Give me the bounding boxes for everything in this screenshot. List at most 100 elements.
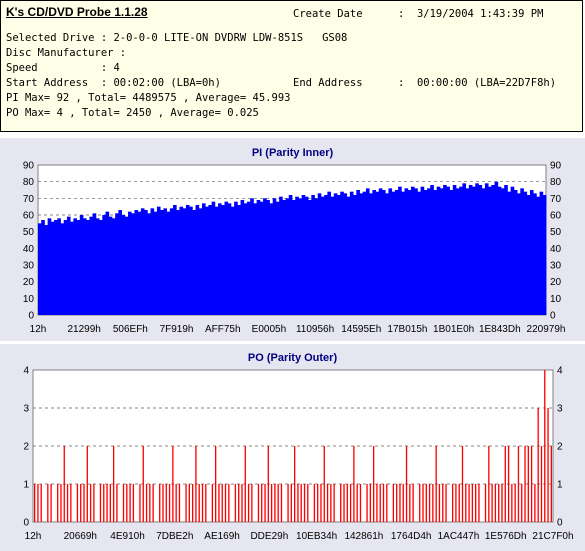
po-chart-panel: PO (Parity Outer) 0 0 1 1 2 2 3 3 4 4 12h 20669h 4E91… bbox=[0, 344, 585, 551]
po-bar bbox=[142, 446, 144, 522]
pi-x-tick: 1E843Dh bbox=[479, 324, 521, 335]
po-bar bbox=[267, 446, 269, 522]
pi-bar bbox=[369, 193, 373, 315]
po-bar bbox=[185, 484, 187, 522]
pi-bar bbox=[269, 203, 274, 315]
po-bar bbox=[537, 408, 539, 522]
pi-bar bbox=[237, 205, 241, 315]
pi-bar bbox=[417, 191, 422, 315]
po-bar bbox=[112, 446, 115, 522]
po-bar bbox=[221, 484, 223, 522]
pi-bar bbox=[240, 200, 245, 315]
pi-bar bbox=[439, 188, 444, 315]
po-bar bbox=[132, 484, 135, 522]
pi-bar bbox=[320, 196, 325, 315]
pi-bar bbox=[388, 188, 393, 315]
pi-bar bbox=[99, 220, 103, 315]
pi-bar bbox=[195, 205, 200, 315]
po-bar bbox=[405, 446, 408, 522]
po-bar bbox=[379, 484, 381, 522]
pi-bar bbox=[526, 195, 531, 315]
po-bar bbox=[320, 484, 322, 522]
pi-y-tick-right: 90 bbox=[550, 161, 562, 172]
pi-bar bbox=[275, 201, 280, 315]
pi-y-tick-left: 80 bbox=[23, 177, 35, 188]
pi-bar bbox=[47, 218, 52, 315]
po-bar bbox=[428, 484, 431, 522]
pi-y-tick-left: 20 bbox=[23, 277, 35, 288]
po-bar bbox=[162, 484, 164, 522]
po-bar bbox=[372, 446, 375, 522]
po-bar bbox=[159, 484, 161, 522]
pi-bar bbox=[497, 186, 502, 315]
po-bar bbox=[333, 484, 335, 522]
pi-bar bbox=[449, 190, 454, 315]
po-chart-title: PO (Parity Outer) bbox=[248, 352, 338, 364]
po-bar bbox=[80, 484, 82, 522]
pi-bar bbox=[465, 188, 470, 315]
pi-bar bbox=[337, 195, 341, 315]
pi-bar bbox=[169, 208, 174, 315]
po-bar bbox=[511, 484, 513, 522]
po-bar bbox=[455, 484, 457, 522]
po-bar bbox=[126, 484, 128, 522]
po-bar bbox=[451, 484, 454, 522]
po-bar bbox=[409, 484, 411, 522]
po-x-tick: 142861h bbox=[344, 531, 383, 542]
po-stats-line: PO Max= 4 , Total= 2450 , Average= 0.025 bbox=[6, 107, 259, 119]
pi-bar bbox=[353, 195, 357, 315]
pi-bar bbox=[285, 198, 290, 315]
pi-bar bbox=[472, 186, 476, 315]
po-bar bbox=[346, 484, 348, 522]
pi-y-tick-left: 90 bbox=[23, 161, 35, 172]
pi-y-tick-left: 70 bbox=[23, 194, 35, 205]
pi-y-tick-left: 60 bbox=[23, 211, 35, 222]
po-bar bbox=[106, 484, 108, 522]
po-bar bbox=[475, 484, 477, 522]
po-bar bbox=[251, 484, 253, 522]
po-bar bbox=[247, 484, 250, 522]
po-y-tick-left: 0 bbox=[23, 518, 29, 529]
pi-bar bbox=[517, 193, 521, 315]
pi-bar bbox=[372, 190, 376, 315]
pi-bar bbox=[134, 210, 139, 315]
pi-bar bbox=[343, 193, 348, 315]
po-bar bbox=[293, 446, 296, 522]
po-bar bbox=[478, 484, 480, 522]
po-bar bbox=[297, 484, 299, 522]
po-bar bbox=[507, 446, 510, 522]
po-x-tick: 1AC447h bbox=[438, 531, 480, 542]
pi-bar bbox=[455, 188, 460, 315]
pi-bar bbox=[214, 206, 219, 315]
po-bar bbox=[66, 484, 69, 522]
pi-bar bbox=[121, 215, 126, 315]
pi-stats-line: PI Max= 92 , Total= 4489575 , Average= 4… bbox=[6, 92, 291, 104]
po-x-tick: AE169h bbox=[204, 531, 240, 542]
pi-bar bbox=[250, 198, 254, 315]
info-panel: K's CD/DVD Probe 1.1.28 Create Date : 3/… bbox=[0, 0, 583, 132]
po-bar bbox=[382, 484, 385, 522]
po-bar bbox=[40, 484, 42, 522]
po-y-tick-left: 4 bbox=[23, 366, 29, 377]
po-bar bbox=[201, 484, 204, 522]
pi-bar bbox=[452, 185, 457, 315]
po-x-tick: 1764D4h bbox=[391, 531, 432, 542]
po-bar bbox=[527, 446, 529, 522]
po-bar bbox=[435, 446, 437, 522]
po-y-tick-right: 4 bbox=[557, 366, 563, 377]
pi-bar bbox=[179, 206, 184, 315]
pi-y-tick-right: 40 bbox=[550, 244, 562, 255]
pi-bar bbox=[404, 188, 409, 315]
create-date-label: Create Date bbox=[293, 8, 363, 20]
pi-bar bbox=[288, 195, 293, 315]
pi-bar bbox=[494, 181, 499, 315]
po-bar bbox=[445, 484, 447, 522]
pi-bar bbox=[356, 190, 360, 315]
pi-y-tick-right: 0 bbox=[550, 311, 556, 322]
pi-bar bbox=[504, 185, 508, 315]
pi-bar bbox=[166, 211, 171, 315]
po-x-tick: 1E576Dh bbox=[485, 531, 527, 542]
pi-bar bbox=[263, 198, 267, 315]
po-bar bbox=[461, 446, 464, 522]
pi-bar bbox=[533, 193, 537, 315]
